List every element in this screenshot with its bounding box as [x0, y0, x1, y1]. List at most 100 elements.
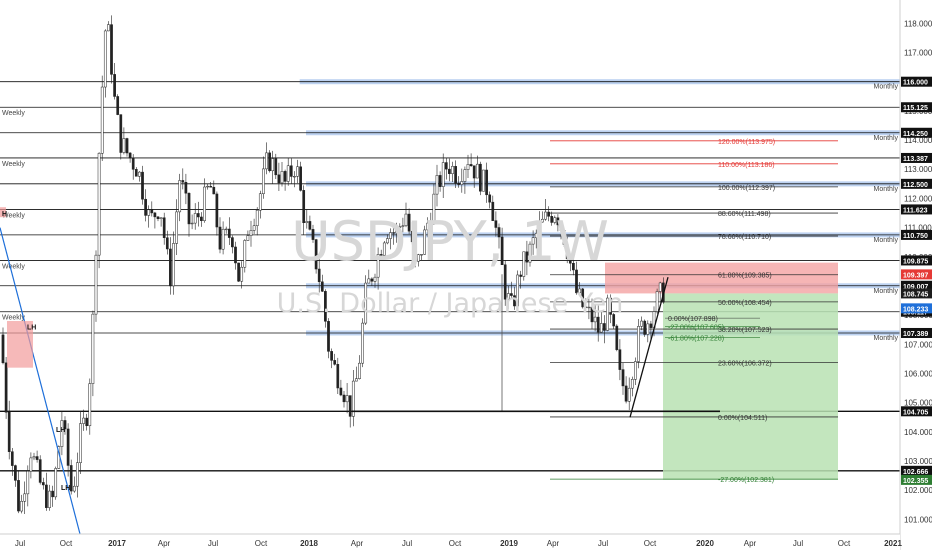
level-price-text: 107.389 [903, 331, 928, 338]
candle-body [296, 166, 299, 177]
candle-body [302, 190, 306, 224]
y-tick-label: 106.000 [904, 370, 932, 379]
target-zone [663, 293, 838, 480]
level-tag-right: Monthly [873, 335, 898, 342]
candle-body [203, 186, 206, 221]
fib-small-label: 0.00%(107.898) [668, 316, 718, 323]
candle-body [513, 295, 516, 307]
candle-body [479, 163, 482, 192]
candle-body [488, 194, 492, 203]
x-tick-label: 2019 [500, 539, 518, 548]
candle-body [603, 323, 606, 331]
level-price-tag [901, 152, 932, 163]
candle-body [274, 158, 278, 176]
level-price-text: 102.666 [903, 469, 928, 476]
candle-body [153, 212, 157, 218]
candle-body [314, 239, 318, 270]
price-tag [901, 303, 932, 314]
candle-body [48, 490, 51, 508]
y-tick-label: 104.000 [904, 428, 932, 437]
price-candles [1, 15, 665, 514]
candle-body [85, 417, 89, 427]
candle-body [330, 351, 333, 361]
candle-body [358, 362, 361, 379]
level-tag-right: Monthly [873, 237, 898, 244]
candle-body [128, 152, 132, 159]
candle-body [103, 30, 107, 88]
uptrend-line [629, 277, 669, 418]
candle-body [262, 168, 265, 194]
swing-label: LH [61, 485, 70, 492]
candle-body [463, 169, 467, 182]
candle-body [584, 306, 588, 308]
level-price-text: 115.125 [903, 105, 928, 112]
candle-body [224, 228, 228, 231]
level-tag-right: Monthly [873, 288, 898, 295]
candle-body [621, 369, 625, 387]
candle-body [227, 228, 231, 238]
downtrend-line [0, 227, 81, 535]
candle-body [305, 221, 309, 224]
level-price-tag [901, 280, 932, 291]
y-tick-label: 118.000 [904, 19, 932, 28]
candle-body [258, 193, 262, 211]
candle-body [286, 165, 290, 182]
candle-body [454, 166, 457, 184]
candle-body [401, 225, 405, 227]
level-price-tag [901, 406, 932, 417]
candle-body [497, 227, 501, 238]
x-tick-label: Apr [158, 539, 171, 548]
candle-body [141, 171, 144, 200]
candle-body [544, 211, 547, 220]
candle-body [32, 456, 36, 459]
price-tag [901, 288, 932, 299]
candle-body [460, 181, 464, 185]
candle-body [243, 240, 247, 268]
candle-body [355, 378, 358, 382]
candle-body [404, 213, 408, 227]
candle-body [503, 264, 507, 300]
candle-body [308, 221, 312, 230]
candle-body [190, 222, 194, 225]
y-tick-label: 105.000 [904, 399, 932, 408]
x-tick-label: Jul [598, 539, 608, 548]
candle-body [568, 258, 572, 264]
candle-body [76, 462, 79, 487]
candle-body [172, 243, 175, 287]
price-tag [901, 474, 932, 485]
candle-body [63, 420, 67, 430]
x-tick-label: Apr [547, 539, 560, 548]
candle-body [100, 86, 104, 154]
candle-body [72, 485, 76, 492]
candle-body [311, 229, 315, 240]
level-price-text: 104.705 [903, 409, 928, 416]
candle-body [113, 74, 116, 97]
level-price-text: 109.007 [903, 284, 928, 291]
candle-body [17, 480, 20, 512]
level-price-text: 110.750 [903, 233, 928, 240]
candle-body [122, 138, 126, 153]
candle-body [69, 465, 73, 492]
candle-body [646, 323, 650, 335]
level-tag-left: Weekly [2, 161, 25, 168]
candle-body [410, 230, 414, 243]
candle-body [534, 233, 538, 238]
candle-body [572, 263, 575, 271]
y-tick-label: 103.000 [904, 457, 932, 466]
candle-body [361, 322, 364, 364]
candle-body [575, 269, 578, 294]
candle-body [218, 226, 222, 250]
candle-body [79, 423, 82, 463]
candle-body [162, 217, 166, 238]
level-price-tag [901, 102, 932, 113]
candle-body [624, 385, 628, 402]
candle-body [324, 291, 327, 322]
candle-body [169, 248, 172, 287]
fib-small-label: -27.00%(107.605) [668, 325, 724, 332]
candle-body [165, 237, 169, 250]
candle-body [590, 306, 594, 323]
fib-level-label: 23.60%(106.372) [718, 361, 772, 368]
stop-zone [605, 262, 838, 294]
level-price-tag [901, 465, 932, 476]
